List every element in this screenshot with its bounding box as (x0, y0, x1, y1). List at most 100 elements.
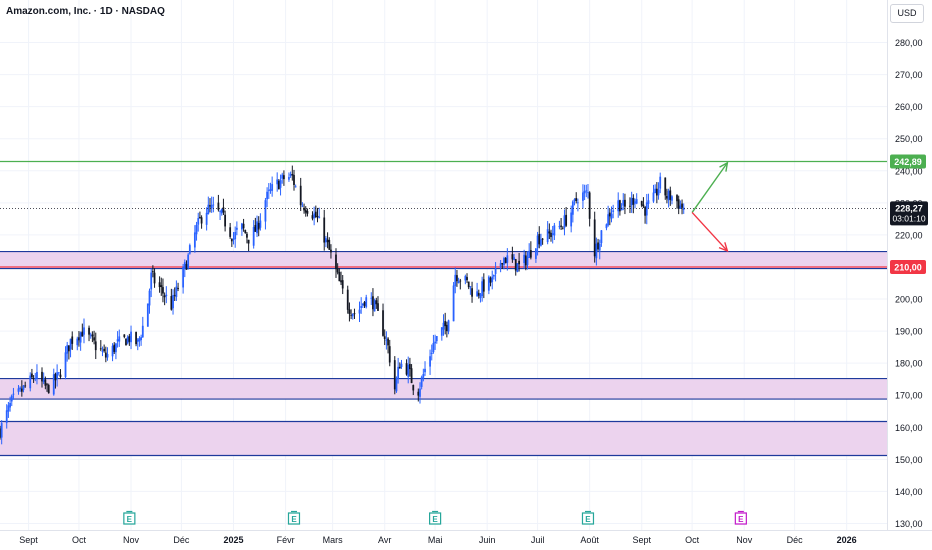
candle-body (582, 192, 584, 201)
candle-body (479, 294, 482, 298)
event-badge (734, 512, 747, 525)
level-price-label (890, 259, 926, 274)
earnings-event-icon[interactable]: E (429, 510, 442, 525)
candle-body (516, 263, 519, 272)
y-tick-label: 270,00 (895, 70, 923, 80)
candle-body (234, 232, 237, 240)
candle-body (106, 354, 109, 358)
candle-body (241, 223, 243, 230)
y-tick-label: 260,00 (895, 102, 923, 112)
level-price-label (890, 154, 926, 169)
candle-body (128, 336, 131, 342)
x-tick-label: Oct (72, 535, 87, 545)
candle-body (126, 336, 129, 344)
candle-body (445, 324, 448, 332)
candle-body (666, 195, 668, 199)
candle-body (571, 201, 574, 215)
candle-body (276, 179, 279, 185)
candle-body (289, 174, 292, 176)
candle-body (0, 423, 3, 438)
candle-body (575, 197, 578, 202)
level-price-text: 242,89 (894, 157, 922, 167)
candle-body (430, 352, 433, 355)
candle-body (551, 233, 554, 235)
candle-body (608, 212, 611, 217)
candle-body (266, 191, 269, 200)
candle-body (235, 227, 238, 230)
candle-body (326, 239, 329, 243)
candle-body (17, 388, 20, 392)
candle-body (0, 428, 1, 438)
candle-body (123, 334, 126, 338)
candle-body (351, 313, 354, 317)
candle-body (328, 239, 331, 250)
x-tick-label: Avr (378, 535, 391, 545)
candle-body (94, 341, 97, 351)
candle-body (466, 277, 468, 281)
candle-body (420, 377, 423, 387)
earnings-event-icon[interactable]: E (734, 510, 747, 525)
candle-body (491, 276, 494, 283)
candle-body (434, 341, 437, 344)
candle-body (10, 395, 13, 402)
candle-body (29, 375, 32, 389)
candle-body (46, 383, 48, 385)
candle-body (647, 200, 650, 204)
candle-body (553, 225, 556, 236)
candle-body (534, 248, 537, 259)
candle-body (652, 192, 655, 202)
candle-body (207, 204, 210, 215)
candle-body (409, 363, 411, 370)
candle-body (481, 281, 484, 297)
candle-body (99, 348, 102, 350)
candle-body (141, 325, 144, 338)
candle-body (115, 343, 117, 353)
candle-body (197, 218, 200, 225)
candle-body (634, 201, 636, 204)
candle-body (56, 372, 59, 379)
candle-body (397, 366, 400, 379)
candle-body (193, 232, 196, 248)
candle-body (283, 175, 285, 180)
candle-body (444, 321, 447, 327)
candle-body (130, 331, 132, 343)
candle-body (64, 352, 67, 378)
candle-body (610, 213, 613, 219)
candle-body (138, 338, 141, 342)
candle-body (588, 192, 591, 219)
x-tick-label: Nov (736, 535, 753, 545)
candle-body (41, 371, 43, 382)
candle-body (471, 288, 473, 297)
currency-selector[interactable]: USD (890, 4, 924, 23)
x-tick-label: Mars (323, 535, 343, 545)
candle-body (454, 274, 457, 286)
earnings-event-icon[interactable]: E (287, 510, 301, 525)
y-tick-label: 150,00 (895, 455, 923, 465)
candle-body (629, 205, 631, 207)
candle-body (170, 296, 173, 310)
candle-body (81, 331, 84, 337)
candle-body (372, 296, 374, 310)
candle-body (506, 255, 509, 263)
candle-body (252, 227, 255, 246)
candle-body (501, 262, 504, 265)
candle-body (494, 268, 497, 274)
candle-body (412, 385, 415, 391)
candle-body (607, 214, 610, 226)
candle-body (565, 214, 568, 226)
earnings-event-icon[interactable]: E (123, 510, 136, 525)
candle-body (667, 190, 670, 201)
candle-body (655, 188, 658, 196)
candle-body (387, 338, 389, 346)
earnings-event-icon[interactable]: E (581, 510, 595, 525)
x-tick-label: 2026 (837, 535, 857, 545)
y-tick-label: 220,00 (895, 230, 923, 240)
candle-body (162, 287, 164, 294)
x-tick-label: 2025 (223, 535, 243, 545)
candle-body (373, 300, 376, 312)
candle-body (325, 238, 327, 243)
chart-title: Amazon.com, Inc. · 1D · NASDAQ (6, 6, 165, 17)
candle-body (31, 373, 33, 378)
candle-body (277, 180, 280, 190)
